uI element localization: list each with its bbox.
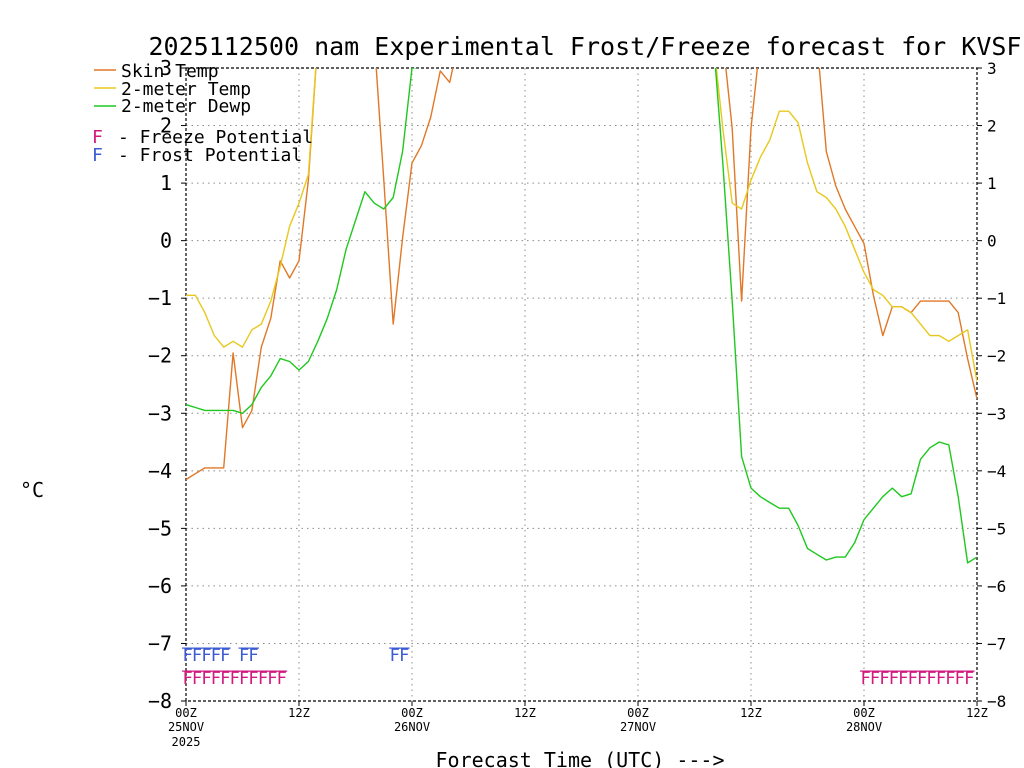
frost-potential-marker: F [239, 646, 249, 666]
legend-frost-marker: F [92, 145, 103, 166]
y-tick-label-left: −6 [148, 574, 172, 598]
frost-potential-marker: F [192, 646, 202, 666]
frost-potential-marker: F [390, 646, 400, 666]
y-tick-label-left: −1 [148, 286, 172, 310]
series-line-2-meter-dewp [186, 68, 977, 564]
frost-potential-marker: F [220, 646, 230, 666]
y-tick-label-right: 1 [987, 174, 997, 193]
legend: Skin Temp 2-meter Temp 2-meter Dewp F - … [92, 61, 313, 166]
y-tick-label-right: −5 [987, 519, 1006, 538]
freeze-potential-marker: F [945, 669, 955, 689]
x-tick-label: 00Z [853, 706, 875, 720]
freeze-potential-marker: F [955, 669, 965, 689]
freeze-potential-marker: F [964, 669, 974, 689]
legend-frost-label: - Frost Potential [118, 145, 302, 166]
legend-2m-temp: 2-meter Temp [94, 79, 251, 100]
y-axis-right: −8 −7 −6 −5 −4 −3 −2 −1 0 1 2 3 [977, 59, 1006, 711]
legend-skin-temp-label: Skin Temp [121, 61, 219, 82]
y-tick-label-left: −5 [148, 516, 172, 540]
x-tick-year-label: 2025 [172, 735, 201, 749]
x-tick-date-label: 28NOV [846, 720, 882, 734]
y-tick-label-right: −8 [987, 692, 1006, 711]
plot-frame [185, 67, 978, 702]
legend-skin-temp: Skin Temp [94, 61, 219, 82]
y-tick-label-right: −6 [987, 577, 1006, 596]
frost-potential-marker: F [201, 646, 211, 666]
freeze-potential-marker: F [258, 669, 268, 689]
legend-2m-temp-label: 2-meter Temp [121, 79, 251, 100]
x-tick-label: 12Z [966, 706, 988, 720]
x-tick-label: 00Z [401, 706, 423, 720]
legend-2m-dewp: 2-meter Dewp [94, 96, 251, 117]
freeze-potential-marker: F [879, 669, 889, 689]
series-lines [186, 68, 977, 564]
y-tick-label-right: −3 [987, 404, 1006, 423]
frost-potential-marker: F [399, 646, 409, 666]
y-tick-label-left: 2 [160, 114, 172, 138]
freeze-potential-marker: F [239, 669, 249, 689]
freeze-potential-marker: F [936, 669, 946, 689]
legend-freeze-label: - Freeze Potential [118, 127, 313, 148]
x-tick-label: 12Z [740, 706, 762, 720]
y-tick-label-right: 3 [987, 59, 997, 78]
x-tick-date-label: 26NOV [394, 720, 430, 734]
x-tick-date-label: 25NOV [168, 720, 204, 734]
freeze-potential-marker: F [248, 669, 258, 689]
freeze-potential-marker: F [192, 669, 202, 689]
freeze-potential-marker: F [267, 669, 277, 689]
freeze-potential-marker: F [908, 669, 918, 689]
series-line-2-meter-temp [186, 68, 977, 382]
y-tick-label-left: 1 [160, 171, 172, 195]
freeze-potential-marker: F [277, 669, 287, 689]
freeze-potential-marker: F [183, 669, 193, 689]
legend-freeze-marker: F [92, 127, 103, 148]
y-tick-label-right: −7 [987, 634, 1006, 653]
legend-2m-dewp-label: 2-meter Dewp [121, 96, 251, 117]
y-tick-label-left: −8 [148, 689, 172, 713]
frost-potential-marker: F [248, 646, 258, 666]
y-tick-label-right: 2 [987, 117, 997, 136]
grid-lines [186, 68, 977, 701]
legend-frost-potential: F - Frost Potential [92, 145, 302, 166]
freeze-potential-marker: F [917, 669, 927, 689]
y-tick-label-left: 0 [160, 229, 172, 253]
y-tick-label-right: −4 [987, 462, 1006, 481]
freeze-potential-marker: F [201, 669, 211, 689]
frost-potential-marker: F [211, 646, 221, 666]
y-axis-left: −8 −7 −6 −5 −4 −3 −2 −1 0 1 2 3 [148, 56, 186, 713]
chart-title: 2025112500 nam Experimental Frost/Freeze… [149, 32, 1022, 61]
y-tick-label-right: −2 [987, 347, 1006, 366]
x-axis-label: Forecast Time (UTC) ---> [436, 748, 725, 768]
x-tick-label: 12Z [514, 706, 536, 720]
freeze-potential-marker: F [220, 669, 230, 689]
potential-markers: F F F F F F F F F F F F F F F F F F F F F F FF F F F F F F F F [182, 646, 975, 689]
y-tick-label-left: −7 [148, 631, 172, 655]
x-tick-label: 00Z [627, 706, 649, 720]
x-tick-label: 12Z [288, 706, 310, 720]
y-axis-label: °C [20, 478, 44, 502]
freeze-potential-marker: F [230, 669, 240, 689]
freeze-potential-marker: F [870, 669, 880, 689]
freeze-potential-marker: F [211, 669, 221, 689]
y-tick-label-left: −4 [148, 459, 172, 483]
y-tick-label-left: 3 [160, 56, 172, 80]
y-tick-label-left: −2 [148, 344, 172, 368]
y-tick-label-right: −1 [987, 289, 1006, 308]
y-tick-label-left: −3 [148, 401, 172, 425]
x-tick-date-label: 27NOV [620, 720, 656, 734]
y-tick-label-right: 0 [987, 232, 997, 251]
legend-freeze-potential: F - Freeze Potential [92, 127, 313, 148]
x-tick-label: 00Z [175, 706, 197, 720]
frost-potential-marker: F [183, 646, 193, 666]
freeze-potential-marker: F [926, 669, 936, 689]
freeze-potential-marker: F [898, 669, 908, 689]
freeze-potential-marker: F [861, 669, 871, 689]
freeze-potential-marker: F [889, 669, 899, 689]
